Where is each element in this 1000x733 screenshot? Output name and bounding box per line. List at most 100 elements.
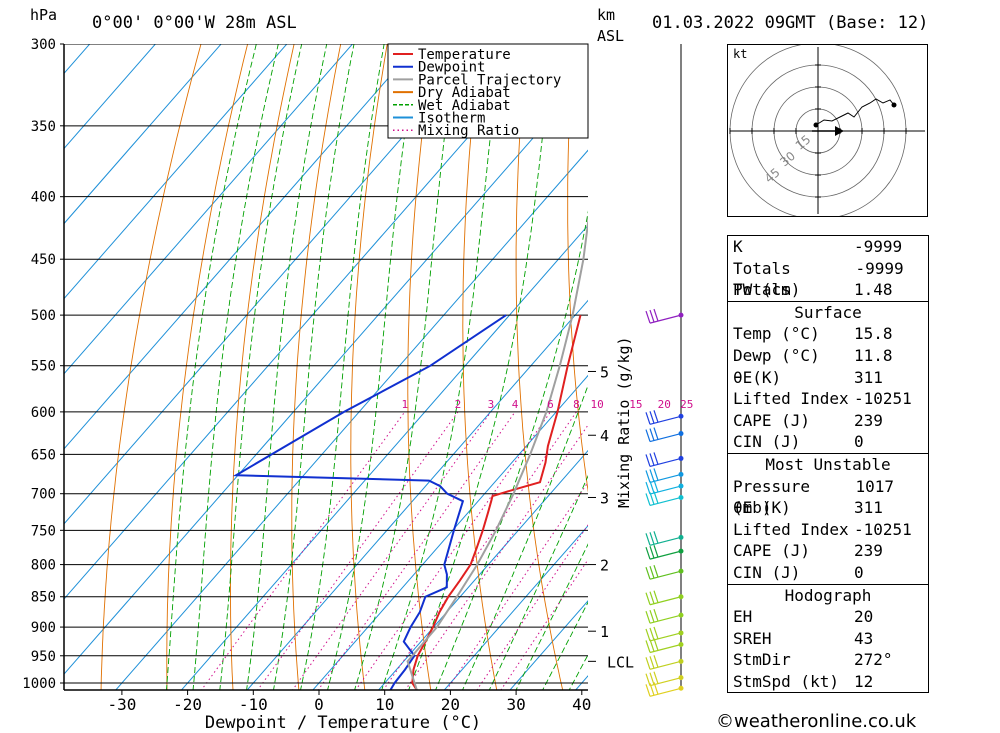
surface-title: Surface	[794, 302, 862, 322]
dry-adiabat-line	[987, 7, 1000, 709]
index-value: 15.8	[854, 324, 893, 344]
x-axis-label: Dewpoint / Temperature (°C)	[205, 713, 481, 733]
pressure-tick-label: 550	[31, 359, 56, 375]
wind-barb	[645, 531, 682, 546]
wind-barb	[645, 427, 682, 443]
mixing-ratio-label: 15	[629, 398, 642, 411]
wet-adiabat-line	[515, 543, 588, 690]
pressure-unit-label: hPa	[30, 6, 58, 24]
km-tick-label: 5	[600, 363, 609, 381]
dewpoint-line	[232, 314, 507, 690]
mixing-ratio-label: 25	[680, 398, 693, 411]
mixing-ratio-line	[291, 411, 492, 690]
wind-barb	[645, 544, 682, 560]
surface-row: CIN (J) 0	[728, 431, 928, 453]
pressure-tick-label: 400	[31, 190, 56, 206]
temp-tick-label: -20	[173, 695, 202, 714]
legend-box	[387, 43, 589, 139]
hodograph-row: EH 20	[728, 606, 928, 628]
most-unstable-row: Pressure (mb) 1017	[728, 476, 928, 518]
mixing-ratio-label: 10	[590, 398, 603, 411]
parcel-trajectory-line	[406, 215, 588, 690]
wind-barb	[645, 491, 682, 507]
km-tick-label: 1	[600, 623, 609, 641]
index-value: 311	[854, 367, 883, 387]
surface-row: CAPE (J) 239	[728, 410, 928, 432]
isotherm-line	[64, 44, 354, 375]
pressure-tick-label: 850	[31, 590, 56, 606]
legend-entry: Dry Adiabat	[418, 85, 511, 101]
wet-adiabat-line	[354, 44, 457, 690]
index-value: -9999	[855, 258, 904, 278]
isotherm-line	[246, 299, 588, 690]
dry-adiabat-line	[407, 44, 435, 690]
temp-tick-label: 20	[441, 695, 460, 714]
legend-entry: Isotherm	[418, 111, 485, 127]
wet-adiabat-line	[219, 44, 303, 690]
wind-barb	[645, 671, 682, 687]
temp-tick-label: 30	[506, 695, 525, 714]
hodograph-row: StmDir 272°	[728, 649, 928, 671]
dry-adiabat-line	[350, 44, 388, 690]
hodo-ring-label: 45	[762, 165, 783, 186]
mixing-ratio-label: 20	[658, 398, 671, 411]
pressure-tick-label: 350	[31, 119, 56, 135]
asl-label: ASL	[597, 27, 625, 45]
wind-barb	[645, 479, 682, 495]
index-value: 239	[854, 410, 883, 430]
index-value: 311	[854, 498, 883, 518]
hodo-start-dot	[813, 122, 819, 128]
wind-barb	[645, 452, 682, 468]
legend-entry: Parcel Trajectory	[418, 72, 561, 88]
dry-adiabat-line	[567, 44, 588, 493]
isotherm-line	[64, 44, 288, 300]
hodograph-row: StmSpd (kt) 12	[728, 671, 928, 693]
wind-barb	[645, 638, 682, 654]
index-label: Temp (°C)	[733, 324, 820, 344]
index-label: PW (cm)	[733, 280, 801, 300]
wet-adiabat-line	[246, 44, 328, 690]
wind-barb	[645, 410, 682, 425]
index-label: CAPE (J)	[733, 541, 811, 561]
pressure-tick-label: 1000	[22, 676, 56, 692]
wind-barb	[645, 564, 682, 580]
index-label: StmDir	[733, 650, 791, 670]
dry-adiabat-line	[515, 44, 564, 690]
wet-adiabat-line	[192, 44, 279, 690]
isotherm-line	[115, 149, 588, 690]
wet-adiabat-line	[381, 44, 502, 690]
wet-adiabat-line	[435, 210, 588, 690]
pressure-tick-label: 600	[31, 405, 56, 421]
isotherm-line	[64, 44, 222, 225]
mixing-ratio-label: 6	[547, 398, 554, 411]
footer-credit: ©weatheronline.co.uk	[716, 711, 917, 732]
surface-row: Dewp (°C) 11.8	[728, 345, 928, 367]
index-label: EH	[733, 607, 753, 627]
pressure-tick-label: 800	[31, 558, 56, 574]
index-value: -9999	[854, 237, 903, 256]
index-value: 1.48	[854, 280, 893, 300]
index-value: 0	[854, 432, 864, 452]
dry-adiabat-line	[230, 44, 295, 690]
mixing-ratio-label: 8	[573, 398, 580, 411]
index-label: CIN (J)	[733, 432, 801, 452]
dry-adiabat-line	[291, 44, 342, 690]
pressure-tick-label: 950	[31, 649, 56, 665]
mixing-ratio-label: 4	[512, 398, 519, 411]
wind-barb	[645, 590, 682, 606]
index-label: Totals Totals	[733, 258, 791, 300]
index-value: 20	[854, 607, 874, 627]
wet-adiabat-line	[273, 44, 355, 690]
datetime-title: 01.03.2022 09GMT (Base: 12)	[652, 13, 929, 33]
index-label: θE (K)	[733, 498, 791, 518]
most-unstable-row: CAPE (J) 239	[728, 540, 928, 562]
location-title: 0°00' 0°00'W 28m ASL	[92, 13, 297, 33]
temp-tick-label: -30	[107, 695, 136, 714]
storm-motion-arrowhead	[835, 126, 844, 136]
isotherm-line	[64, 44, 419, 450]
most-unstable-row: Lifted Index -10251	[728, 519, 928, 541]
index-value: -10251	[854, 389, 912, 409]
index-label: K	[733, 237, 743, 256]
wet-adiabat-line	[542, 601, 588, 690]
index-label: Pressure (mb)	[733, 476, 811, 518]
